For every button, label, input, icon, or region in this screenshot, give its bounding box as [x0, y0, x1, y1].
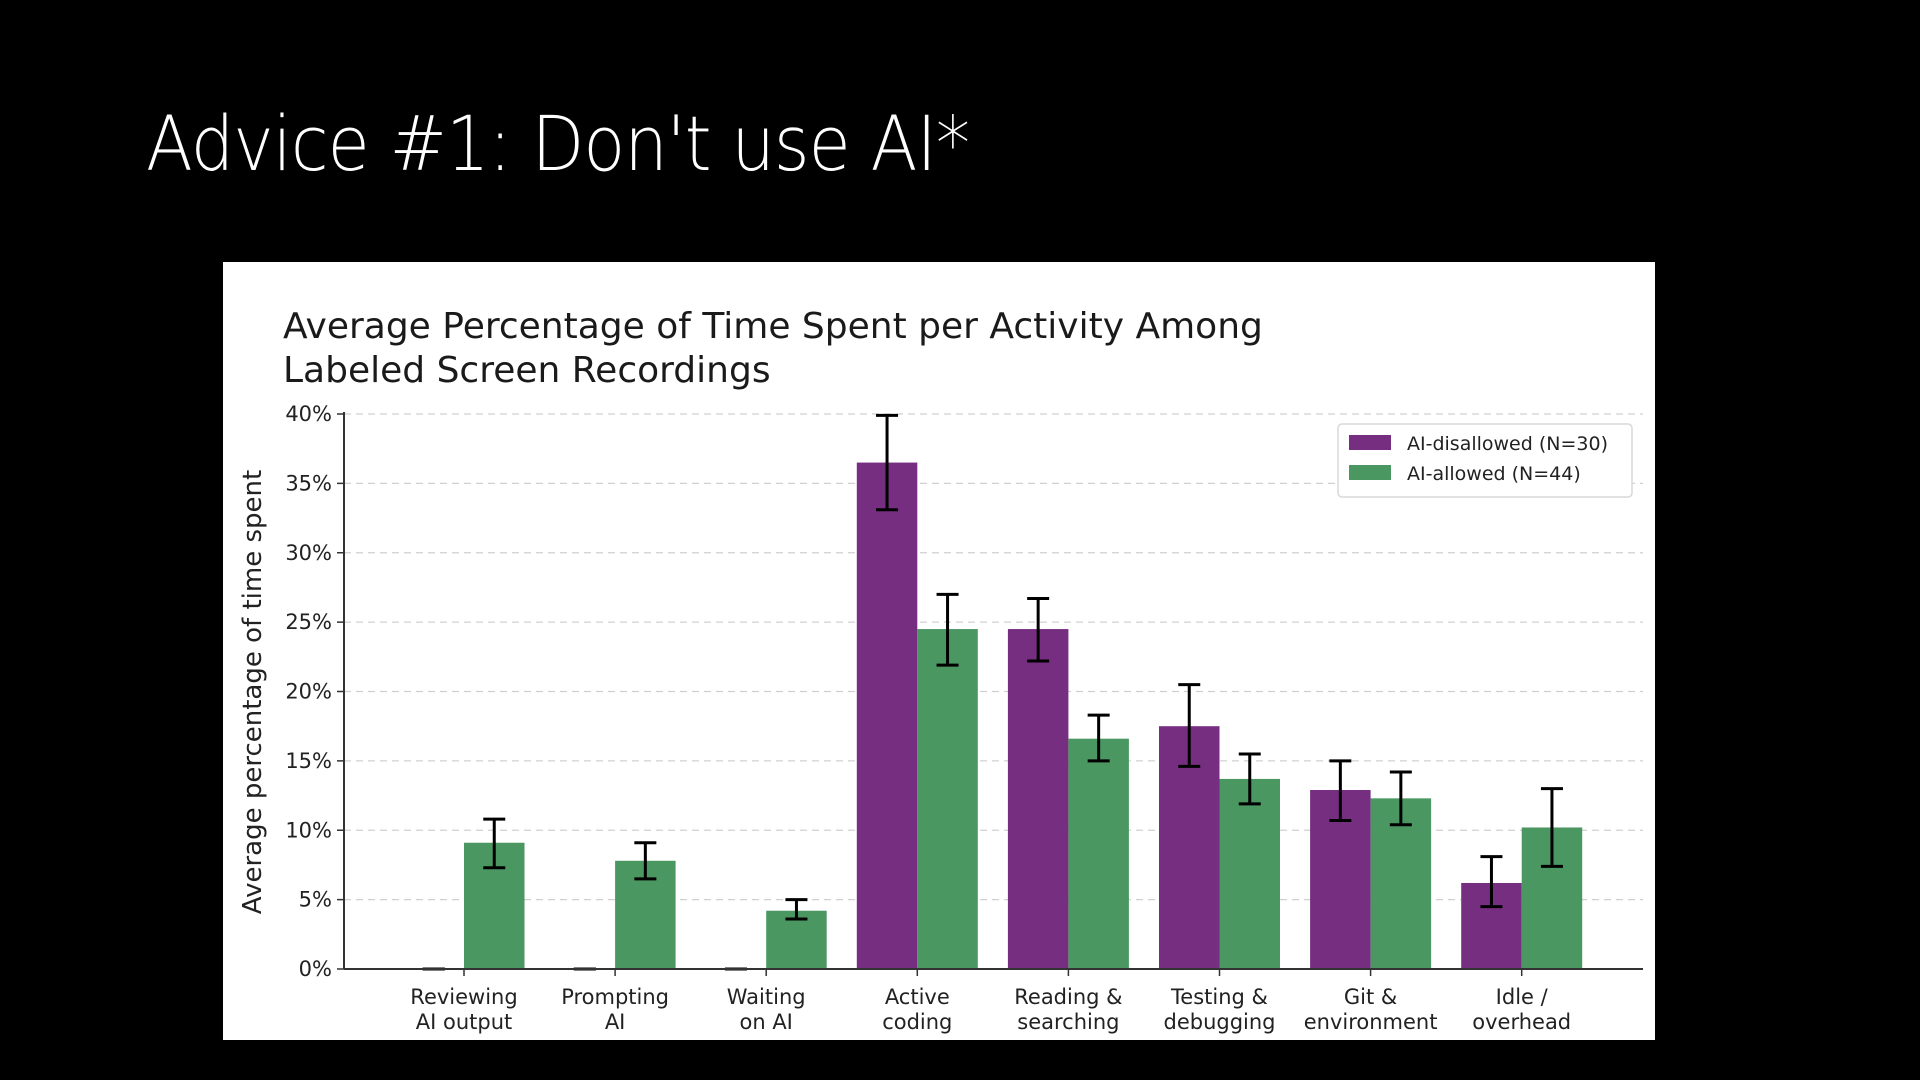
y-tick-label: 40%	[285, 402, 332, 426]
x-tick-label: AI	[605, 1010, 626, 1034]
error-bar	[1480, 855, 1503, 909]
x-tick-label: Testing &	[1170, 985, 1268, 1009]
error-bar	[1329, 759, 1352, 823]
bar-ai-allowed	[1370, 798, 1432, 969]
error-bar	[1178, 683, 1201, 768]
bar-ai-disallowed	[1007, 629, 1069, 969]
x-tick-label: Git &	[1344, 985, 1397, 1009]
bar-chart: Average Percentage of Time Spent per Act…	[238, 306, 1643, 1034]
legend-box	[1337, 423, 1633, 498]
y-tick-label: 15%	[285, 749, 332, 773]
chart-panel: Average Percentage of Time Spent per Act…	[223, 262, 1655, 1040]
x-tick-label: coding	[882, 1010, 952, 1034]
x-tick-label: Active	[885, 985, 950, 1009]
axes	[343, 412, 1643, 970]
y-tick-label: 25%	[285, 610, 332, 634]
x-tick-label: environment	[1304, 1010, 1438, 1034]
bar-ai-allowed	[1219, 778, 1280, 969]
x-tick-label: Reading &	[1014, 985, 1122, 1009]
y-tick-label: 20%	[285, 680, 332, 704]
x-tick-label: searching	[1017, 1010, 1119, 1034]
y-axis-label: Average percentage of time spent	[238, 470, 268, 914]
error-bar	[634, 841, 657, 881]
error-bar	[785, 898, 808, 921]
legend-swatch-ai-disallowed	[1349, 435, 1391, 450]
error-bar	[483, 817, 506, 870]
legend: AI-disallowed (N=30) AI-allowed (N=44)	[1337, 423, 1633, 498]
y-tick-label: 10%	[285, 818, 332, 842]
x-tick-label: overhead	[1472, 1010, 1571, 1034]
x-tick-label: debugging	[1163, 1010, 1275, 1034]
legend-swatch-ai-allowed	[1349, 465, 1391, 480]
chart-title-line-2: Labeled Screen Recordings	[283, 350, 771, 391]
chart-title-line-1: Average Percentage of Time Spent per Act…	[283, 306, 1263, 347]
error-bar	[936, 592, 959, 667]
x-tick-label: AI output	[416, 1010, 513, 1034]
y-tick-label: 30%	[285, 541, 332, 565]
slide-title: Advice #1: Don't use AI*	[146, 99, 970, 188]
error-bar	[1238, 752, 1261, 806]
x-tick-label: Idle /	[1496, 985, 1549, 1009]
bar-ai-disallowed	[856, 462, 918, 969]
y-ticks: 0% 5% 10% 15% 20% 25% 30% 35% 40%	[285, 402, 344, 981]
y-tick-label: 5%	[299, 888, 332, 912]
bars	[464, 462, 1583, 969]
legend-label-ai-disallowed: AI-disallowed (N=30)	[1407, 433, 1608, 455]
error-bar	[1389, 770, 1412, 827]
legend-label-ai-allowed: AI-allowed (N=44)	[1407, 463, 1581, 485]
error-bar	[1540, 787, 1563, 868]
y-tick-label: 35%	[285, 471, 332, 495]
bar-ai-allowed	[917, 629, 978, 969]
gridlines	[344, 413, 1643, 901]
x-tick-label: Waiting	[727, 985, 806, 1009]
x-tick-label: Reviewing	[410, 985, 517, 1009]
x-tick-label: Prompting	[561, 985, 669, 1009]
x-tick-label: on AI	[739, 1010, 792, 1034]
error-bar	[1027, 597, 1050, 663]
y-tick-label: 0%	[299, 957, 332, 981]
error-bar	[1087, 713, 1110, 763]
bar-ai-allowed	[1068, 738, 1129, 969]
error-bar	[876, 413, 899, 512]
